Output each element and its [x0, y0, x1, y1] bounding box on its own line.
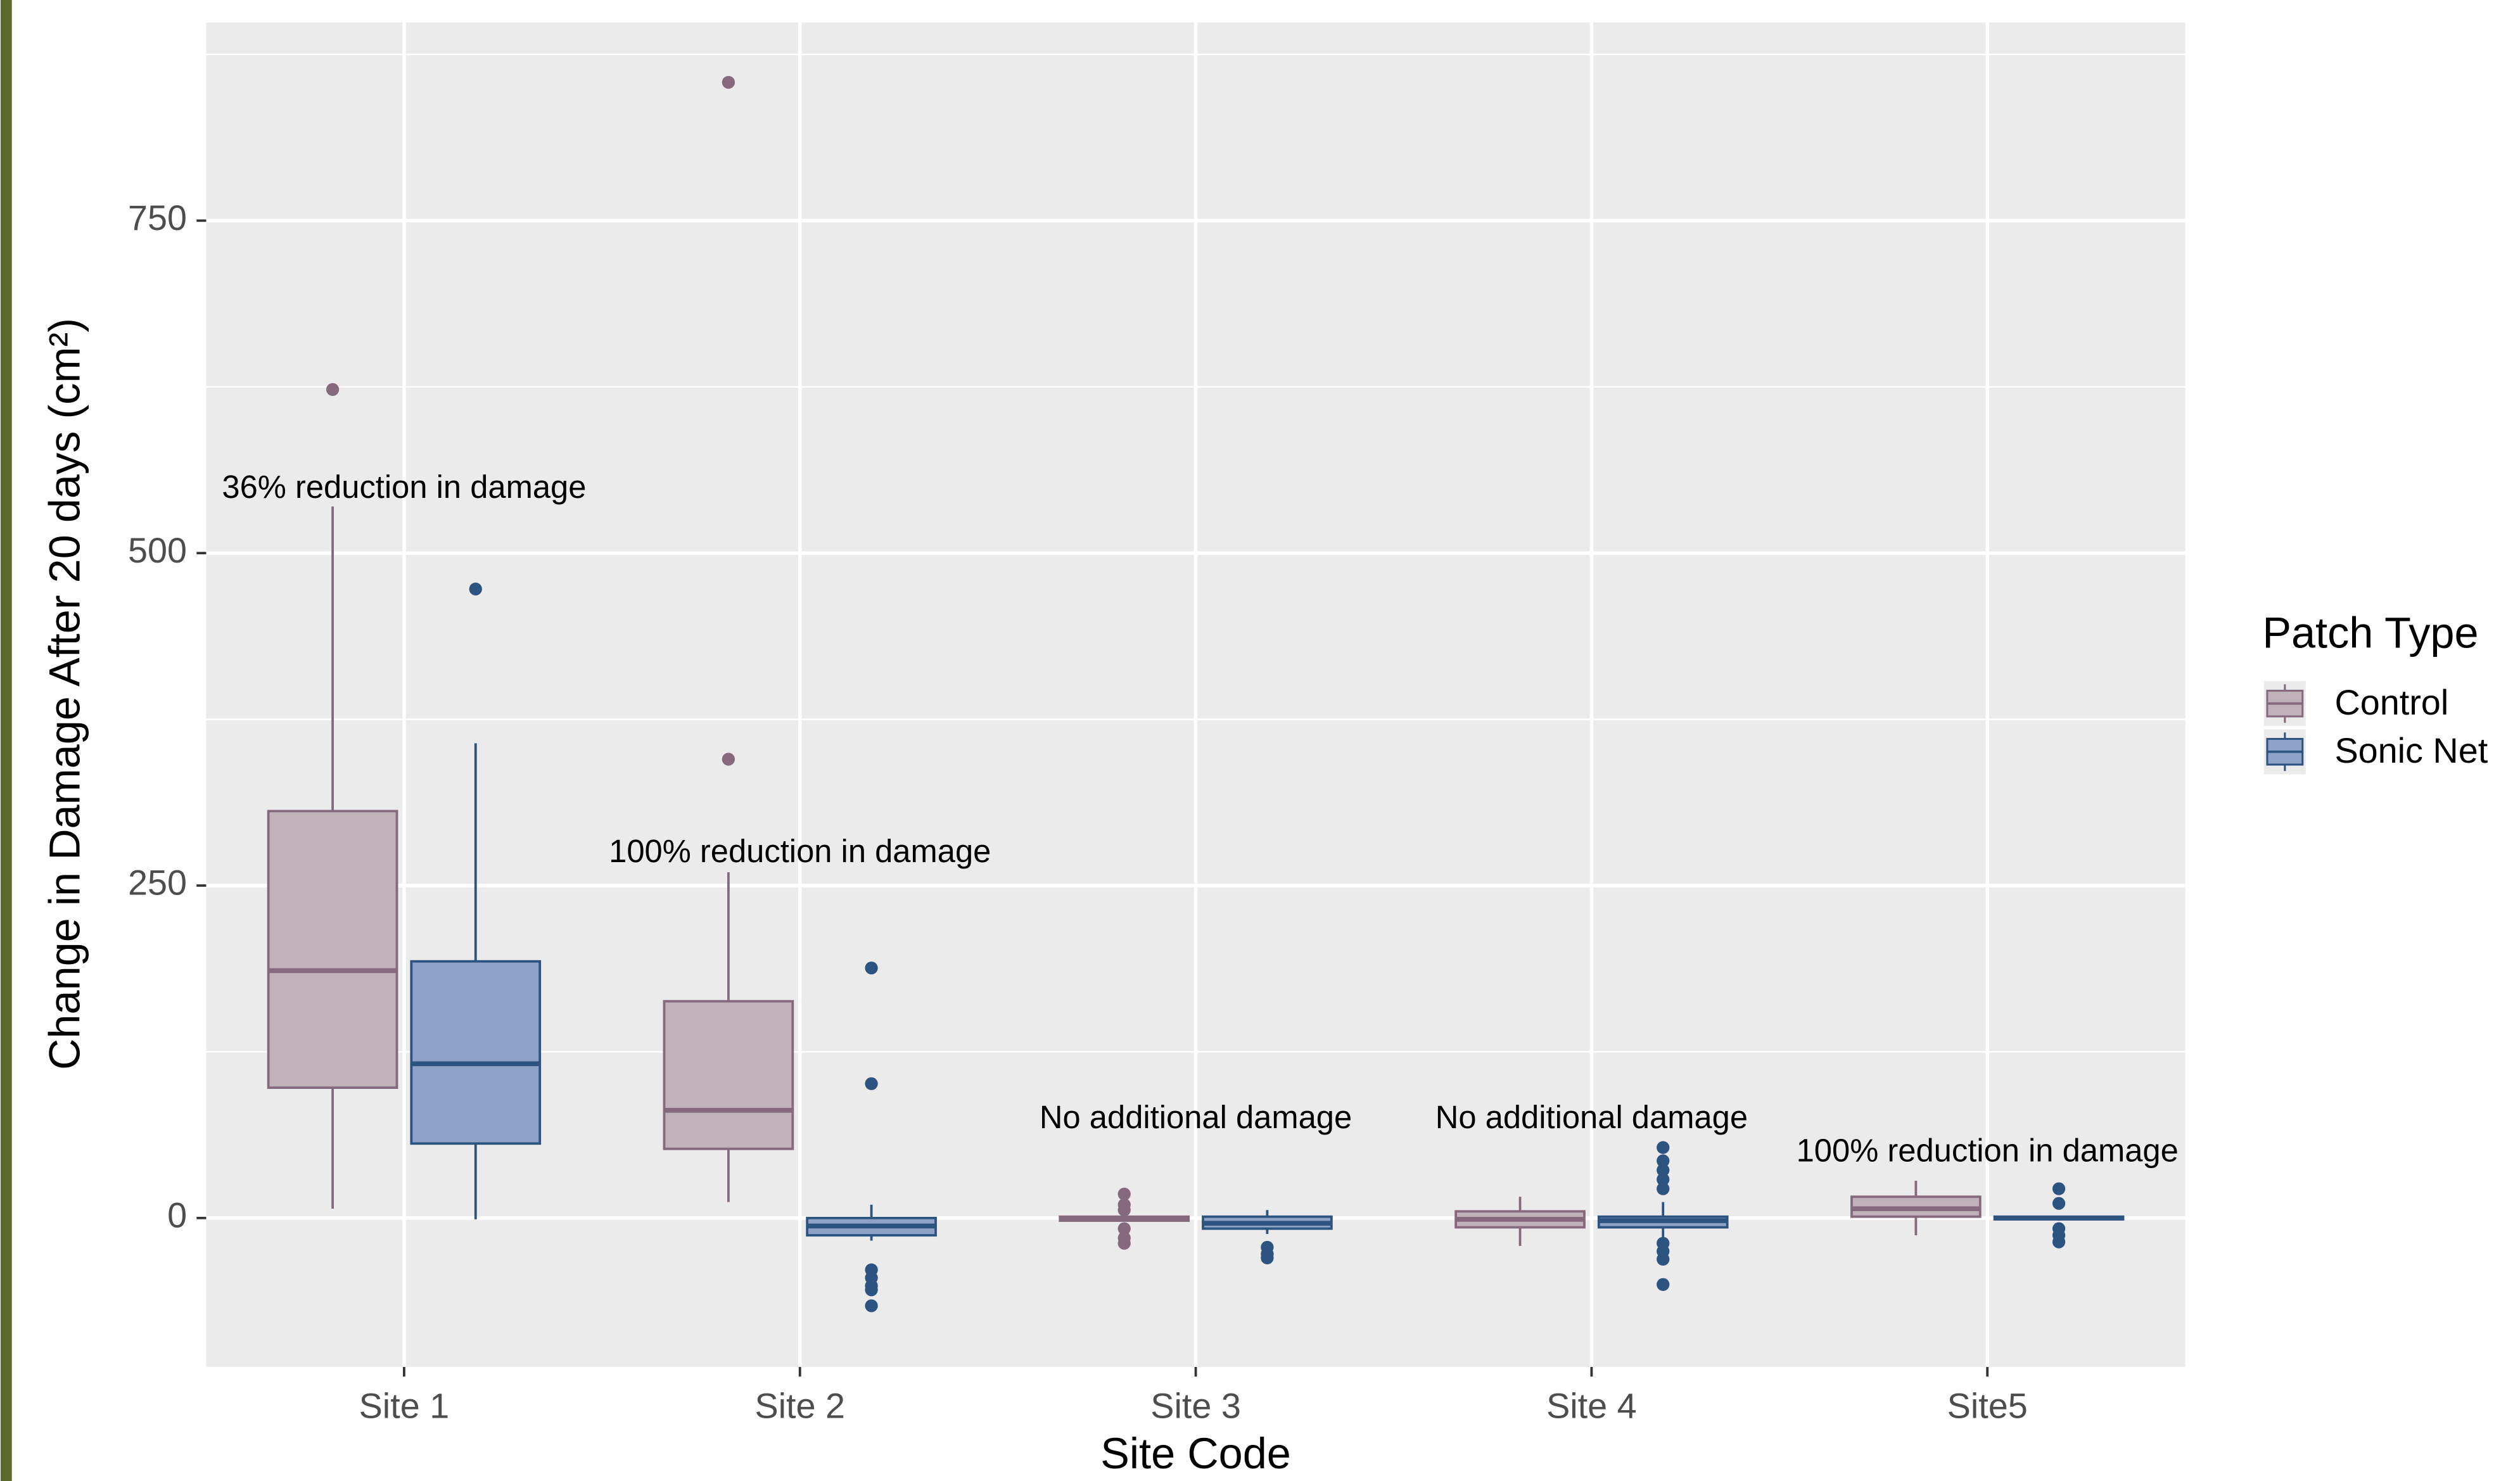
outlier — [865, 1283, 877, 1296]
y-tick-label: 500 — [128, 531, 187, 570]
x-axis-title: Site Code — [1100, 1429, 1291, 1478]
outlier — [722, 753, 735, 765]
annotation: No additional damage — [1040, 1099, 1352, 1135]
outlier — [2052, 1197, 2065, 1210]
y-tick-label: 750 — [128, 198, 187, 238]
box — [411, 962, 540, 1144]
annotation: No additional damage — [1435, 1099, 1748, 1135]
box — [664, 1001, 792, 1149]
outlier — [1657, 1141, 1669, 1154]
box — [269, 811, 397, 1088]
outlier — [2052, 1235, 2065, 1248]
outlier — [865, 1077, 877, 1090]
annotation: 36% reduction in damage — [222, 469, 586, 505]
y-tick-label: 250 — [128, 863, 187, 903]
y-axis-title: Change in Damage After 20 days (cm²) — [41, 318, 89, 1070]
outlier — [1657, 1253, 1669, 1266]
outlier — [469, 583, 482, 595]
x-tick-label: Site 4 — [1546, 1387, 1637, 1426]
outlier — [865, 1299, 877, 1312]
outlier — [2052, 1183, 2065, 1195]
outlier — [1261, 1252, 1273, 1264]
outlier — [865, 962, 877, 974]
outlier — [1657, 1278, 1669, 1291]
outlier — [1118, 1204, 1131, 1216]
outlier — [1118, 1237, 1131, 1250]
chart: Site Code Change in Damage After 20 days… — [0, 0, 2520, 1481]
legend-label: Sonic Net — [2334, 731, 2488, 770]
annotation: 100% reduction in damage — [1797, 1132, 2179, 1168]
annotation: 100% reduction in damage — [609, 833, 991, 869]
x-tick-label: Site 1 — [359, 1387, 450, 1426]
legend-label: Control — [2334, 683, 2448, 722]
outlier — [722, 76, 735, 89]
x-tick-label: Site 3 — [1150, 1387, 1241, 1426]
outlier — [326, 383, 339, 396]
y-tick-label: 0 — [167, 1196, 187, 1235]
page: Site Code Change in Damage After 20 days… — [0, 0, 2520, 1481]
legend-title: Patch Type — [2262, 608, 2478, 657]
x-tick-label: Site5 — [1947, 1387, 2028, 1426]
outlier — [1657, 1183, 1669, 1195]
photo-edge — [1, 0, 12, 1481]
x-tick-label: Site 2 — [754, 1387, 845, 1426]
